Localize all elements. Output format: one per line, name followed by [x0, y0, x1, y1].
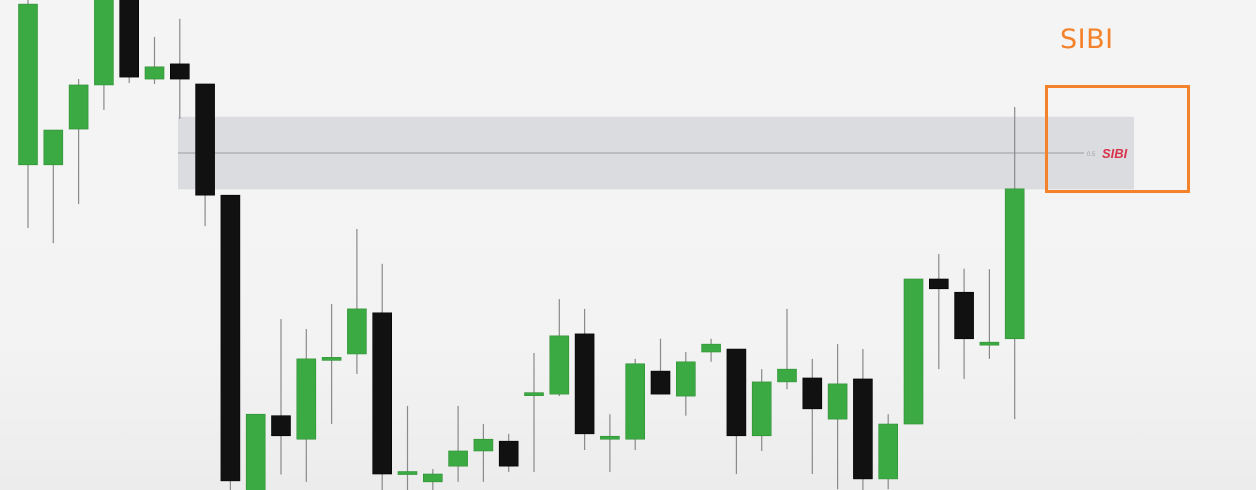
candle: [600, 414, 620, 473]
candle: [701, 338, 721, 362]
candle-body-bullish: [18, 3, 38, 166]
candle-body-bearish: [220, 194, 241, 482]
candle: [372, 263, 393, 490]
candle: [802, 358, 823, 475]
candle-body-bearish: [802, 377, 823, 410]
candle-body-bearish: [853, 378, 873, 480]
candle: [68, 79, 89, 205]
sibi-level-label: 0.5: [1087, 152, 1096, 158]
candle: [473, 424, 494, 482]
candle-body-bullish: [94, 0, 114, 86]
candle: [625, 358, 646, 450]
candle: [954, 268, 974, 379]
candle-body-bullish: [625, 363, 646, 440]
sibi-callout-box: [1045, 85, 1190, 193]
candle-body-bullish: [68, 84, 89, 130]
candle: [675, 352, 696, 416]
candle-body-bullish: [979, 341, 1000, 346]
candle: [751, 369, 772, 451]
candle: [119, 0, 139, 83]
candles: [18, 0, 1025, 490]
candle: [170, 18, 190, 119]
candle: [220, 194, 241, 490]
candle: [1004, 107, 1025, 420]
candle: [43, 129, 64, 244]
candle-body-bullish: [701, 343, 721, 353]
candle-body-bullish: [751, 381, 772, 437]
candle-body-bearish: [271, 415, 291, 437]
candle: [245, 413, 266, 490]
sibi-zone-label: SIBI: [1102, 146, 1128, 161]
candle-body-bullish: [600, 435, 620, 440]
candle-body-bullish: [448, 450, 468, 467]
candle: [777, 308, 797, 390]
candle-body-bearish: [574, 333, 595, 435]
candle: [271, 319, 291, 475]
candle-body-bullish: [43, 129, 64, 166]
candle-body-bullish: [549, 335, 570, 395]
candle-body-bullish: [296, 358, 317, 440]
candle: [498, 433, 519, 473]
candle: [296, 328, 317, 482]
candle-body-bearish: [726, 348, 747, 437]
candle: [422, 469, 443, 490]
candle: [928, 254, 949, 370]
candle-body-bullish: [321, 357, 342, 361]
sibi-zone: 0.5 SIBI: [178, 116, 1134, 190]
candle-body-bearish: [954, 291, 974, 340]
candle-body-bullish: [524, 392, 544, 396]
candle: [903, 278, 924, 425]
candle: [650, 338, 671, 395]
candle-body-bullish: [903, 278, 924, 425]
candle: [321, 303, 342, 425]
candle: [144, 36, 165, 84]
candle: [18, 0, 38, 229]
candle-body-bearish: [119, 0, 139, 78]
sibi-callout-label: SIBI: [1060, 24, 1114, 55]
candle-body-bearish: [195, 83, 215, 196]
candle-body-bullish: [473, 438, 494, 452]
candle: [397, 405, 418, 490]
candle: [549, 299, 570, 397]
candle-body-bearish: [372, 312, 393, 475]
candle-body-bullish: [347, 308, 367, 355]
candle-body-bullish: [827, 383, 848, 420]
candle-body-bullish: [878, 423, 899, 480]
candle: [195, 83, 215, 227]
candle-body-bearish: [498, 440, 519, 467]
candle-body-bullish: [422, 473, 443, 483]
candle-body-bearish: [928, 278, 949, 290]
candle-body-bullish: [1004, 188, 1025, 340]
candle: [827, 344, 848, 490]
candle-body-bullish: [397, 471, 418, 475]
candle: [347, 229, 367, 375]
candle: [979, 269, 1000, 359]
candle-body-bearish: [650, 370, 671, 395]
candle: [853, 349, 873, 490]
candle-body-bullish: [144, 66, 165, 80]
candle-body-bearish: [170, 63, 190, 80]
candle: [524, 352, 544, 473]
candle-body-bullish: [777, 368, 797, 383]
candle: [574, 308, 595, 450]
candle-body-bullish: [675, 361, 696, 397]
candle: [726, 348, 747, 475]
candle: [448, 405, 468, 482]
candle: [878, 414, 899, 490]
candle-body-bullish: [245, 413, 266, 490]
candle: [94, 0, 114, 110]
